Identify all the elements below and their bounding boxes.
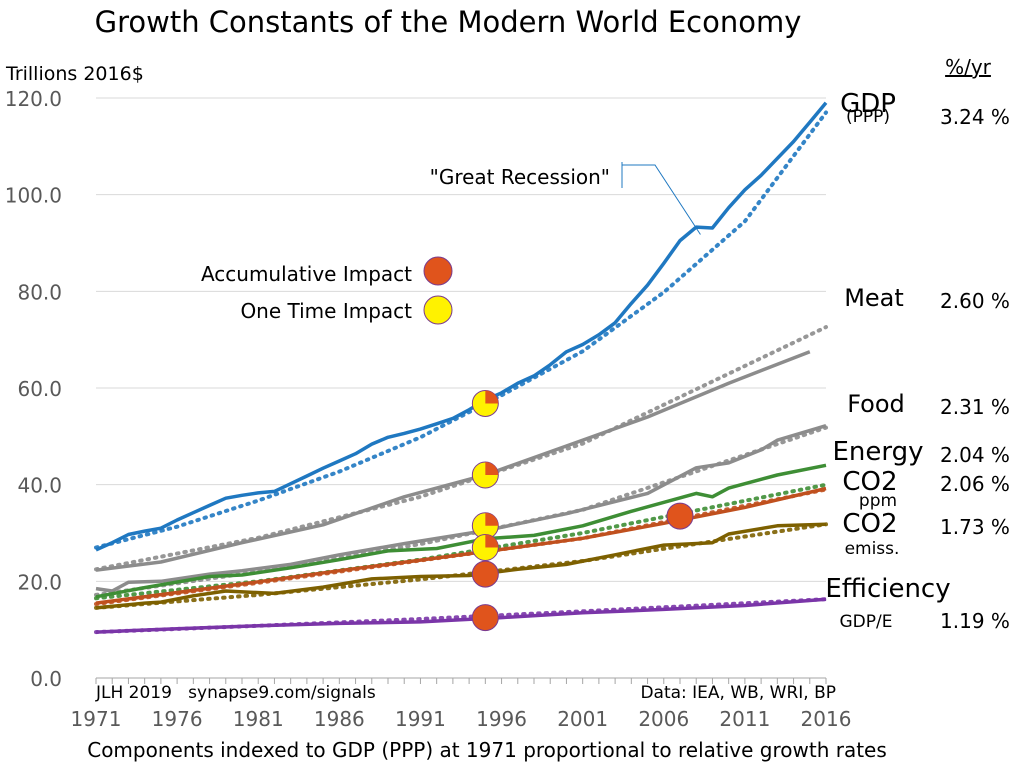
- legend-label-accumulative: Accumulative Impact: [201, 262, 412, 286]
- series-rate-4: 2.06 %: [940, 472, 1010, 496]
- impact-marker-5: [471, 604, 499, 632]
- trend-line-2: [94, 425, 828, 597]
- series-rate-5: 1.73 %: [940, 515, 1010, 539]
- series-line-0: [95, 101, 828, 552]
- rate-header: %/yr: [945, 55, 992, 79]
- series-sublabel-4: ppm: [859, 491, 897, 511]
- y-tick-label-1: 20.0: [17, 570, 62, 594]
- axes: 0.0 20.0 40.0 60.0 80.0 100.0 120.0 1971 1976 198…: [5, 87, 852, 731]
- legend-dot-accumulative: [423, 256, 453, 286]
- series-label-1: Meat: [844, 284, 904, 312]
- x-tick-label-4: 1991: [395, 707, 446, 731]
- x-tick-label-9: 2016: [801, 707, 852, 731]
- series-sublabel-5: emiss.: [845, 539, 900, 559]
- x-tick-label-3: 1986: [314, 707, 365, 731]
- series-labels: GDP(PPP) 3.24 % Meat 2.60 % Food 2.31 % Energy…: [825, 89, 1010, 633]
- x-tick-label-0: 1971: [71, 707, 122, 731]
- series-sublabel-0: (PPP): [846, 107, 890, 127]
- impact-marker-wedge-1: [485, 462, 499, 475]
- y-tick-label-2: 40.0: [17, 474, 62, 498]
- x-tick-label-7: 2006: [638, 707, 689, 731]
- impact-markers: [471, 389, 694, 632]
- trend-line-1: [94, 325, 828, 572]
- y-tick-label-5: 100.0: [5, 184, 62, 208]
- y-tick-label-4: 80.0: [17, 280, 62, 304]
- series-line-5: [95, 522, 827, 610]
- legend: Accumulative Impact One Time Impact: [201, 256, 453, 325]
- impact-marker-6: [666, 502, 694, 530]
- legend-dot-one-time: [423, 295, 453, 325]
- legend-label-one-time: One Time Impact: [240, 299, 412, 323]
- trend-line-5: [94, 522, 828, 610]
- series-rate-0: 3.24 %: [940, 105, 1010, 129]
- series-rate-1: 2.60 %: [940, 289, 1010, 313]
- annotation-group: "Great Recession": [430, 162, 701, 235]
- series-line-1: [95, 350, 811, 572]
- chart-title: Growth Constants of the Modern World Eco…: [95, 5, 802, 39]
- x-tick-label-1: 1976: [152, 707, 203, 731]
- series-label-6: Efficiency: [825, 574, 950, 604]
- impact-marker-wedge-2: [485, 512, 499, 526]
- series-label-4: CO2: [842, 467, 897, 497]
- x-axis-label: Components indexed to GDP (PPP) at 1971 …: [87, 738, 887, 762]
- series-line-2: [95, 424, 827, 593]
- impact-marker-4: [471, 560, 499, 588]
- x-tick-label-6: 2001: [557, 707, 608, 731]
- series-label-0: GDP: [840, 89, 896, 119]
- credit-left: JLH 2019 synapse9.com/signals: [95, 683, 376, 703]
- y-tick-label-0: 0.0: [30, 667, 62, 691]
- x-tick-label-8: 2011: [719, 707, 770, 731]
- series-label-3: Energy: [832, 437, 923, 467]
- impact-marker-wedge-3: [485, 534, 499, 548]
- series-rate-6: 1.19 %: [940, 609, 1010, 633]
- series-line-4: [95, 486, 827, 605]
- series-label-2: Food: [847, 390, 905, 418]
- impact-marker-wedge-0: [485, 390, 499, 404]
- gridlines: [96, 97, 826, 582]
- y-tick-label-6: 120.0: [5, 87, 62, 111]
- annotation-leader: [622, 164, 701, 235]
- series-rate-2: 2.31 %: [940, 395, 1010, 419]
- x-tick-label-2: 1981: [233, 707, 284, 731]
- series-label-5: CO2: [842, 509, 897, 539]
- credit-right: Data: IEA, WB, WRI, BP: [640, 683, 836, 703]
- series-rate-3: 2.04 %: [940, 443, 1010, 467]
- x-tick-label-5: 1996: [476, 707, 527, 731]
- series-line-6: [95, 597, 827, 634]
- y-tick-label-3: 60.0: [17, 377, 62, 401]
- series-lines: [95, 101, 828, 634]
- trend-line-0: [94, 110, 828, 550]
- annotation-text: "Great Recession": [430, 165, 610, 189]
- y-axis-label: Trillions 2016$: [5, 63, 144, 85]
- series-sublabel-6: GDP/E: [840, 612, 893, 632]
